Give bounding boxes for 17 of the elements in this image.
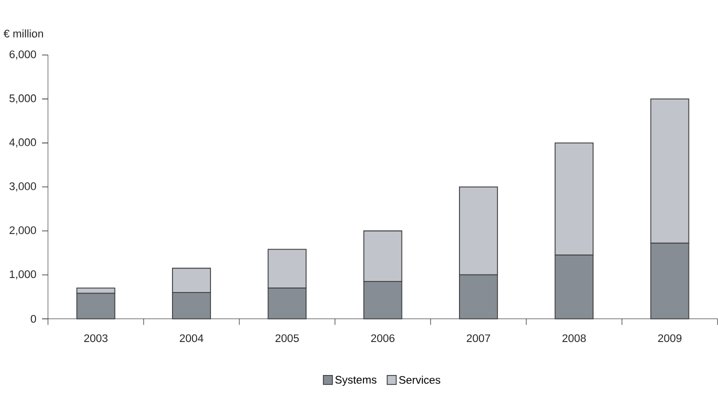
x-tick-label: 2005	[275, 334, 299, 342]
x-tick-label: 2009	[658, 334, 682, 342]
y-axis-title: € million	[4, 30, 43, 38]
y-tick-label: 6,000	[10, 50, 36, 60]
x-tick-label: 2006	[371, 334, 394, 342]
y-tick-label: 3,000	[9, 182, 36, 192]
y-tick-label: 0	[30, 315, 36, 323]
x-tick-label: 2008	[562, 334, 586, 342]
x-tick-label: 2004	[180, 334, 204, 342]
y-tick-label: 4,000	[9, 138, 36, 148]
y-tick-label: 2,000	[10, 226, 36, 236]
y-tick-label: 1,000	[10, 270, 36, 280]
x-tick-label: 2003	[84, 334, 108, 342]
y-tick-label: 5,000	[10, 94, 36, 104]
x-tick-label: 2007	[466, 334, 490, 342]
legend-label: Services	[399, 376, 440, 384]
legend-label: Systems	[335, 376, 376, 386]
